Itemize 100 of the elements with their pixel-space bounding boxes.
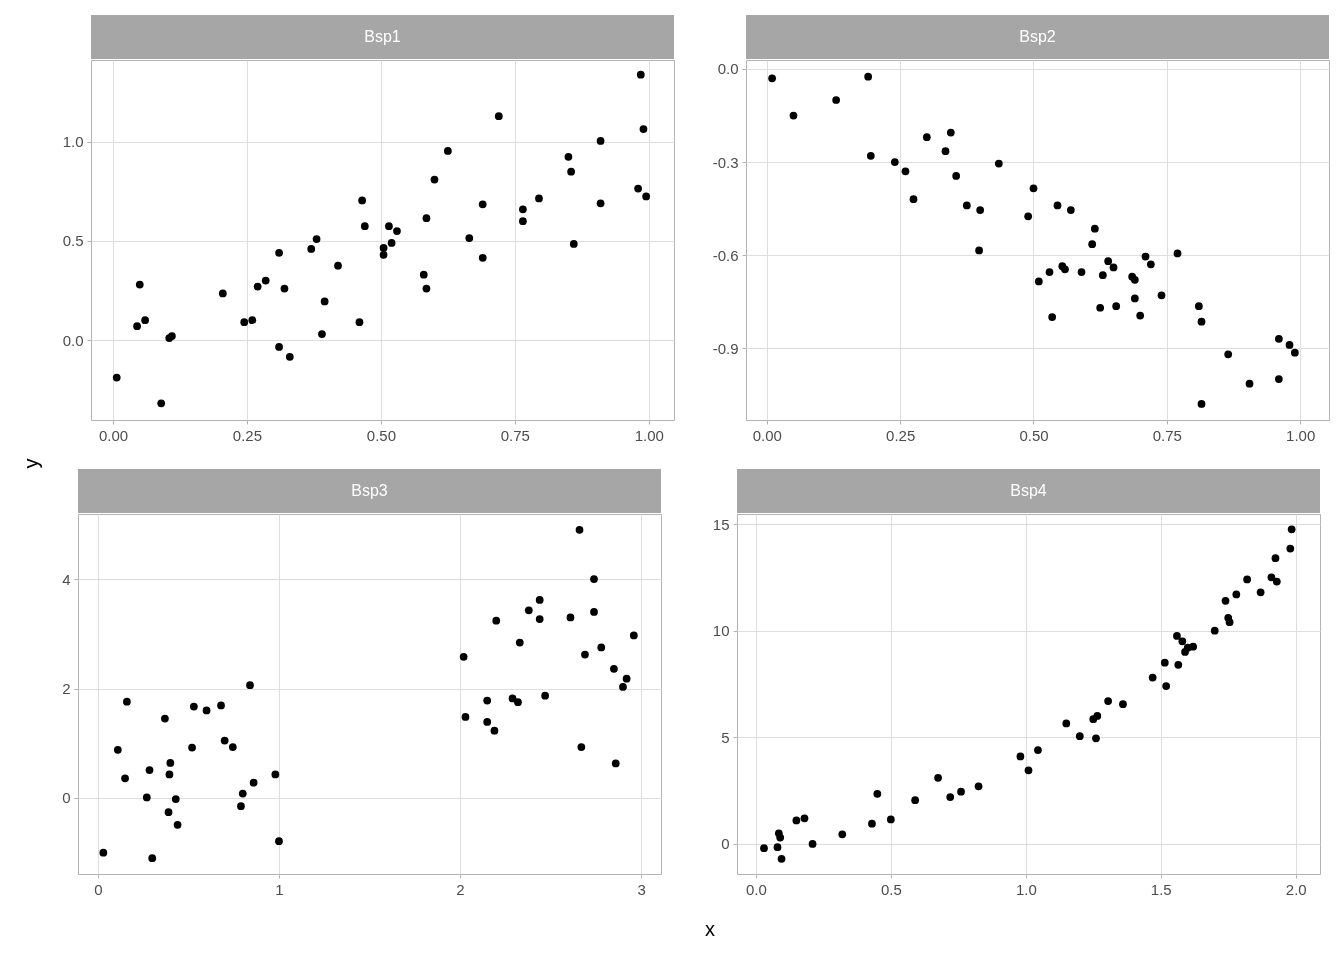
point: [1173, 632, 1181, 640]
point: [387, 239, 396, 247]
point: [952, 172, 961, 180]
point: [1194, 302, 1203, 311]
point: [636, 70, 645, 79]
point: [535, 194, 543, 203]
point: [596, 137, 605, 145]
point: [1271, 554, 1280, 563]
point: [911, 796, 920, 805]
point: [768, 74, 777, 83]
x-tick-label: 0.25: [886, 426, 916, 444]
point: [1178, 637, 1187, 646]
x-tick-label: 0.00: [752, 426, 782, 444]
point: [909, 195, 918, 204]
point: [611, 759, 620, 768]
chart-title: Bsp2: [1019, 28, 1056, 45]
point: [1141, 252, 1150, 261]
point: [145, 766, 154, 774]
point: [577, 743, 586, 751]
point: [228, 743, 237, 751]
point: [629, 631, 638, 640]
point: [1104, 257, 1113, 266]
y-tick-label: 0: [721, 835, 730, 853]
x-tick-label: 2.0: [1285, 880, 1307, 898]
point: [166, 759, 175, 767]
y-tick-label: 0.0: [717, 60, 739, 78]
y-tick-label: 10: [712, 622, 730, 640]
point: [1112, 302, 1121, 311]
point: [519, 217, 527, 226]
point: [524, 606, 533, 615]
point: [248, 316, 257, 325]
y-tick-label: -0.3: [712, 153, 739, 171]
point: [334, 261, 342, 270]
point: [934, 773, 942, 782]
x-tick-label: 0.50: [366, 426, 396, 444]
point: [1274, 375, 1283, 383]
point: [575, 526, 584, 534]
point: [112, 373, 121, 382]
x-tick-label: 1.00: [634, 426, 664, 444]
point: [962, 201, 971, 210]
x-tick-label: 2: [456, 880, 465, 898]
point: [610, 664, 618, 673]
point: [1243, 575, 1251, 584]
point: [494, 112, 503, 121]
point: [1104, 697, 1112, 705]
point: [318, 330, 326, 338]
point: [569, 240, 578, 248]
point: [1062, 719, 1071, 728]
point: [483, 718, 492, 726]
point: [161, 714, 169, 723]
point: [1274, 334, 1283, 343]
point: [465, 234, 474, 242]
point: [1098, 271, 1107, 280]
y-axis-title: y: [19, 458, 43, 469]
chart-title: Bsp4: [1010, 482, 1047, 499]
point: [777, 854, 786, 863]
point: [564, 152, 573, 161]
point: [535, 615, 544, 623]
point: [478, 253, 487, 262]
x-tick-label: 1.5: [1150, 880, 1172, 898]
point: [1210, 626, 1219, 635]
x-tick-label: 0.75: [500, 426, 530, 444]
x-tick-label: 0.25: [232, 426, 263, 444]
point: [1090, 224, 1099, 233]
x-tick-label: 0: [94, 880, 103, 898]
point: [385, 222, 393, 230]
point: [1160, 658, 1169, 667]
x-tick-label: 1.0: [1015, 880, 1037, 898]
point: [1173, 249, 1182, 258]
point: [379, 250, 388, 259]
point: [1225, 618, 1234, 626]
point: [133, 322, 141, 330]
point: [941, 147, 950, 156]
point: [1088, 240, 1097, 249]
point: [1224, 350, 1233, 359]
point: [792, 816, 801, 825]
point: [220, 736, 229, 745]
point: [1174, 660, 1183, 669]
point: [519, 205, 527, 214]
point: [581, 650, 589, 659]
point: [312, 235, 321, 243]
x-tick-label: 1: [275, 880, 284, 898]
point: [789, 111, 798, 120]
point: [285, 352, 294, 361]
point: [642, 192, 651, 201]
point: [171, 795, 180, 803]
point: [320, 297, 329, 306]
point: [253, 282, 262, 291]
point: [890, 158, 899, 166]
x-axis-title: x: [705, 918, 715, 941]
x-tick-label: 3: [637, 880, 646, 898]
x-tick-label: 0.00: [98, 426, 129, 444]
point: [1016, 752, 1025, 761]
point: [975, 246, 983, 255]
point: [1092, 734, 1100, 743]
point: [240, 318, 249, 327]
point: [1157, 291, 1166, 300]
point: [142, 793, 151, 802]
point: [541, 691, 549, 700]
point: [1075, 732, 1084, 741]
